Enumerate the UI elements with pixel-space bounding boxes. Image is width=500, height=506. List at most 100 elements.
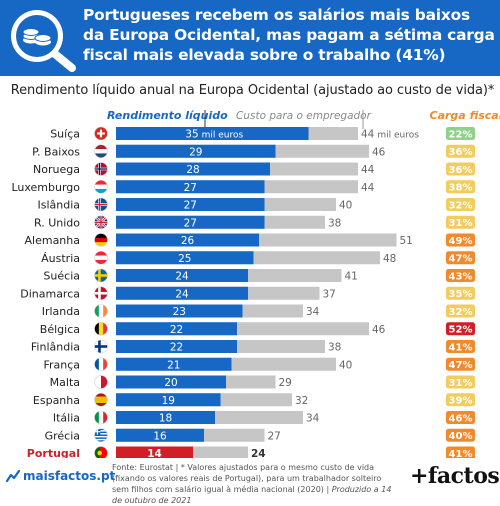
net-value-label: 28 [186, 164, 199, 176]
tax-badge [446, 322, 475, 336]
flag-ie-icon [94, 304, 108, 318]
maisfactos-logo-icon [6, 469, 20, 483]
tax-badge [446, 144, 475, 158]
source-text: Fonte: Eurostat | * Valores ajustados pa… [112, 463, 382, 494]
tax-value-label: 49% [449, 236, 473, 247]
flag-at-ring [94, 250, 108, 265]
country-label: Suíça [50, 128, 80, 141]
net-value-label: 24 [175, 288, 189, 300]
net-bar [116, 322, 237, 336]
bar-chart: Rendimento líquido Custo para o empregado… [11, 109, 500, 458]
tax-badge [446, 357, 475, 371]
flag-no-icon [94, 162, 108, 176]
flag-is-ring [94, 197, 108, 212]
net-bar [116, 446, 193, 458]
source-note: Fonte: Eurostat | * Valores ajustados pa… [112, 462, 394, 506]
flag-gr-ring [94, 428, 108, 443]
tax-value-label: 46% [449, 413, 473, 424]
flag-pt-ring [94, 446, 108, 458]
flag-pt-icon [94, 446, 108, 458]
tax-value-label: 52% [449, 325, 473, 336]
net-bar [116, 198, 265, 211]
flag-it-ring [94, 410, 108, 425]
employer-value-label: 40 [339, 200, 352, 212]
flag-es-icon [94, 393, 108, 407]
flag-at-icon [94, 251, 108, 265]
flag-be-icon [94, 322, 108, 336]
net-bar [116, 304, 243, 318]
net-value-label: 22 [170, 324, 183, 336]
country-label: Espanha [33, 394, 80, 407]
country-label: Bélgica [40, 323, 80, 336]
flag-se-icon [94, 269, 108, 282]
net-bar [116, 393, 221, 407]
flag-fr-ring [94, 357, 108, 372]
tax-value-label: 32% [449, 200, 473, 211]
flag-se-ring [94, 268, 108, 283]
flag-lu-ring [94, 179, 108, 194]
net-bar [116, 127, 309, 140]
tax-badge [446, 375, 475, 389]
footer-logo: maisfactos.pt [6, 469, 115, 483]
flag-mt-ring [94, 375, 108, 389]
net-bar [116, 357, 232, 371]
net-value-label: 14 [147, 448, 162, 458]
net-bar [116, 286, 248, 300]
flag-dk-ring [94, 286, 108, 301]
country-label: Irlanda [42, 305, 80, 318]
employer-value-label: 44 [361, 182, 375, 194]
employer-value-label: 27 [268, 430, 281, 442]
tax-badge [446, 198, 475, 211]
tax-badge [446, 340, 475, 353]
header-employer: Custo para o empregador [236, 110, 372, 122]
tax-badge [446, 215, 475, 229]
employer-value-label: 37 [323, 288, 336, 300]
country-label: Islândia [37, 199, 80, 212]
tax-value-label: 41% [449, 449, 473, 458]
flag-gb-ring [94, 215, 108, 230]
net-bar [116, 180, 265, 194]
flag-ch-ring [94, 126, 108, 141]
net-value-label: 21 [167, 359, 180, 371]
employer-value-label: 29 [279, 377, 292, 389]
tax-badge [446, 446, 475, 458]
net-value-label: 24 [175, 271, 189, 283]
net-value-label: 23 [173, 306, 186, 318]
tax-value-label: 43% [449, 271, 473, 282]
net-bar [116, 162, 270, 176]
tax-value-label: 38% [449, 183, 473, 194]
flag-de-ring [94, 233, 108, 247]
net-value-label: 27 [184, 182, 197, 194]
employer-value-label: 48 [383, 253, 396, 265]
net-value-label: 20 [164, 377, 177, 389]
tax-badge [446, 233, 475, 247]
country-label: R. Unido [34, 216, 80, 229]
country-label: Suécia [43, 270, 80, 283]
header-banner: Portugueses recebem os salários mais bai… [0, 0, 500, 76]
flag-de-icon [94, 233, 108, 247]
employer-value-label: 44 [361, 164, 375, 176]
country-label: Grécia [45, 429, 80, 442]
net-bar [116, 215, 265, 229]
flag-gb-icon [94, 215, 108, 229]
net-bar [116, 428, 204, 442]
country-label: Malta [50, 376, 80, 389]
header-net: Rendimento líquido [107, 109, 228, 122]
chart-subtitle: Rendimento líquido anual na Europa Ocide… [10, 83, 495, 98]
net-bar [116, 340, 237, 353]
tax-value-label: 36% [449, 165, 473, 176]
brand-logo: +factos [410, 463, 500, 489]
tax-badge [446, 127, 475, 140]
tax-value-label: 36% [449, 147, 473, 158]
tax-badge [446, 251, 475, 265]
flag-es-ring [94, 392, 108, 407]
flag-is-icon [94, 198, 108, 211]
net-value-label: 26 [181, 235, 195, 247]
country-label: Portugal [27, 447, 80, 458]
net-value-label: 18 [159, 413, 172, 425]
flag-fi-icon [94, 340, 108, 353]
employer-value-label: 34 [306, 413, 320, 425]
country-label: Finlândia [31, 341, 80, 354]
employer-value-label: 24 [251, 448, 266, 458]
flag-dk-icon [94, 286, 108, 300]
